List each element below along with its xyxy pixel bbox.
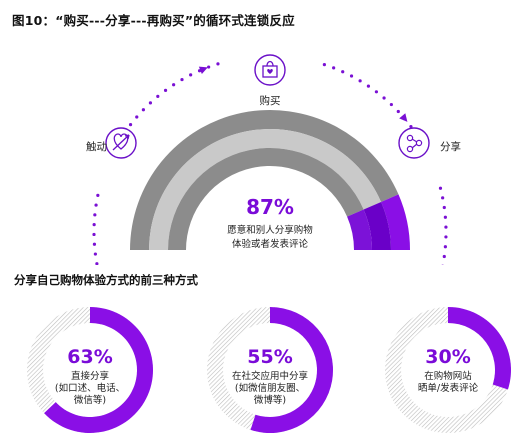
cycle-dot — [163, 88, 168, 92]
cycle-arc-purple-2 — [363, 201, 391, 250]
cycle-description-line-1: 愿意和别人分享购物 — [227, 224, 313, 236]
cycle-dot — [322, 63, 326, 67]
donut-2-slice — [250, 307, 334, 433]
cycle-dot — [94, 203, 98, 207]
cycle-dot — [148, 101, 153, 105]
cycle-dot — [172, 83, 176, 87]
cycle-dot — [135, 115, 139, 119]
trigger-label: 触动 — [86, 140, 107, 153]
cycle-dot — [358, 79, 362, 83]
cycle-dot — [92, 232, 96, 237]
cycle-dot — [128, 123, 133, 127]
cycle-arc-gray-1 — [130, 109, 399, 251]
donut-2-desc-line-2: (如微信朋友圈、 — [235, 382, 305, 394]
cycle-dot — [442, 254, 446, 259]
cycle-dot — [96, 193, 100, 198]
cycle-dot — [443, 215, 447, 219]
cycle-dot — [382, 96, 386, 100]
cycle-dot — [207, 65, 211, 69]
share-network-icon — [398, 127, 430, 159]
cycle-arc-gray-2 — [149, 129, 382, 250]
section-subheading: 分享自己购物体验方式的前三种方式 — [14, 273, 198, 287]
donut-3-desc-line-2: 晒单/发表评论 — [418, 382, 479, 394]
donut-2-desc-line-3: 微博等) — [254, 394, 286, 406]
cycle-arcs — [130, 109, 410, 251]
cycle-dot — [93, 252, 97, 256]
donut-1-percent: 63% — [67, 346, 112, 368]
cycle-dot — [389, 102, 393, 107]
cycle-dot — [444, 225, 448, 229]
cycle-dot — [442, 205, 446, 210]
cycle-dot — [92, 242, 97, 246]
cycle-percent: 87% — [246, 195, 294, 219]
cycle-dot — [141, 108, 145, 112]
cycle-arc-gray-3 — [168, 148, 364, 250]
cycle-description-line-2: 体验或者发表评论 — [232, 238, 309, 250]
donut-2-desc-line-1: 在社交应用中分享 — [232, 370, 308, 382]
purchase-label: 购买 — [260, 94, 281, 107]
donut-1-desc-line-3: 微信等) — [74, 394, 106, 406]
donut-1-desc-line-1: 直接分享 — [71, 370, 109, 382]
cycle-arrowhead-3 — [399, 113, 408, 122]
cycle-dot — [396, 109, 400, 114]
purchase-share-cycle-diagram: 触动 购买 分享 87% 愿意和别人分享购物 体验或者发表评论 — [86, 54, 461, 265]
cycle-dot — [332, 66, 336, 70]
cycle-dot — [93, 213, 97, 217]
cycle-dot — [92, 223, 96, 227]
cycle-dot — [438, 186, 443, 190]
cycle-arrowhead-2 — [198, 66, 208, 75]
donut-ring-layer — [27, 307, 511, 434]
cycle-dot — [443, 245, 447, 249]
cycle-dot — [216, 62, 220, 66]
donut-3-desc-line-1: 在购物网站 — [424, 370, 472, 382]
cycle-dot — [156, 94, 160, 98]
cycle-dot — [95, 262, 99, 265]
cycle-arc-purple-1 — [381, 194, 410, 250]
donut-3-percent: 30% — [425, 346, 470, 368]
cycle-dot — [409, 124, 413, 129]
cycle-dot — [189, 73, 193, 77]
donut-2-percent: 55% — [247, 346, 292, 368]
heart-arrow-icon — [105, 127, 137, 159]
share-label: 分享 — [440, 140, 461, 153]
cycle-dot — [441, 196, 445, 200]
cycle-dot — [444, 235, 448, 239]
cycle-dot — [341, 70, 345, 74]
donut-1-slice — [44, 307, 154, 434]
cycle-dot — [349, 74, 354, 78]
donut-1-desc-line-2: (如口述、电话、 — [55, 382, 125, 394]
shopping-bag-icon — [254, 54, 286, 86]
cycle-dot — [374, 90, 379, 94]
figure-title: 图10：“购买---分享---再购买”的循环式连锁反应 — [12, 13, 295, 28]
donut-3-slice — [448, 307, 511, 390]
cycle-dot — [180, 77, 184, 82]
cycle-dot — [366, 84, 371, 88]
cycle-arc-purple-3 — [347, 209, 372, 250]
